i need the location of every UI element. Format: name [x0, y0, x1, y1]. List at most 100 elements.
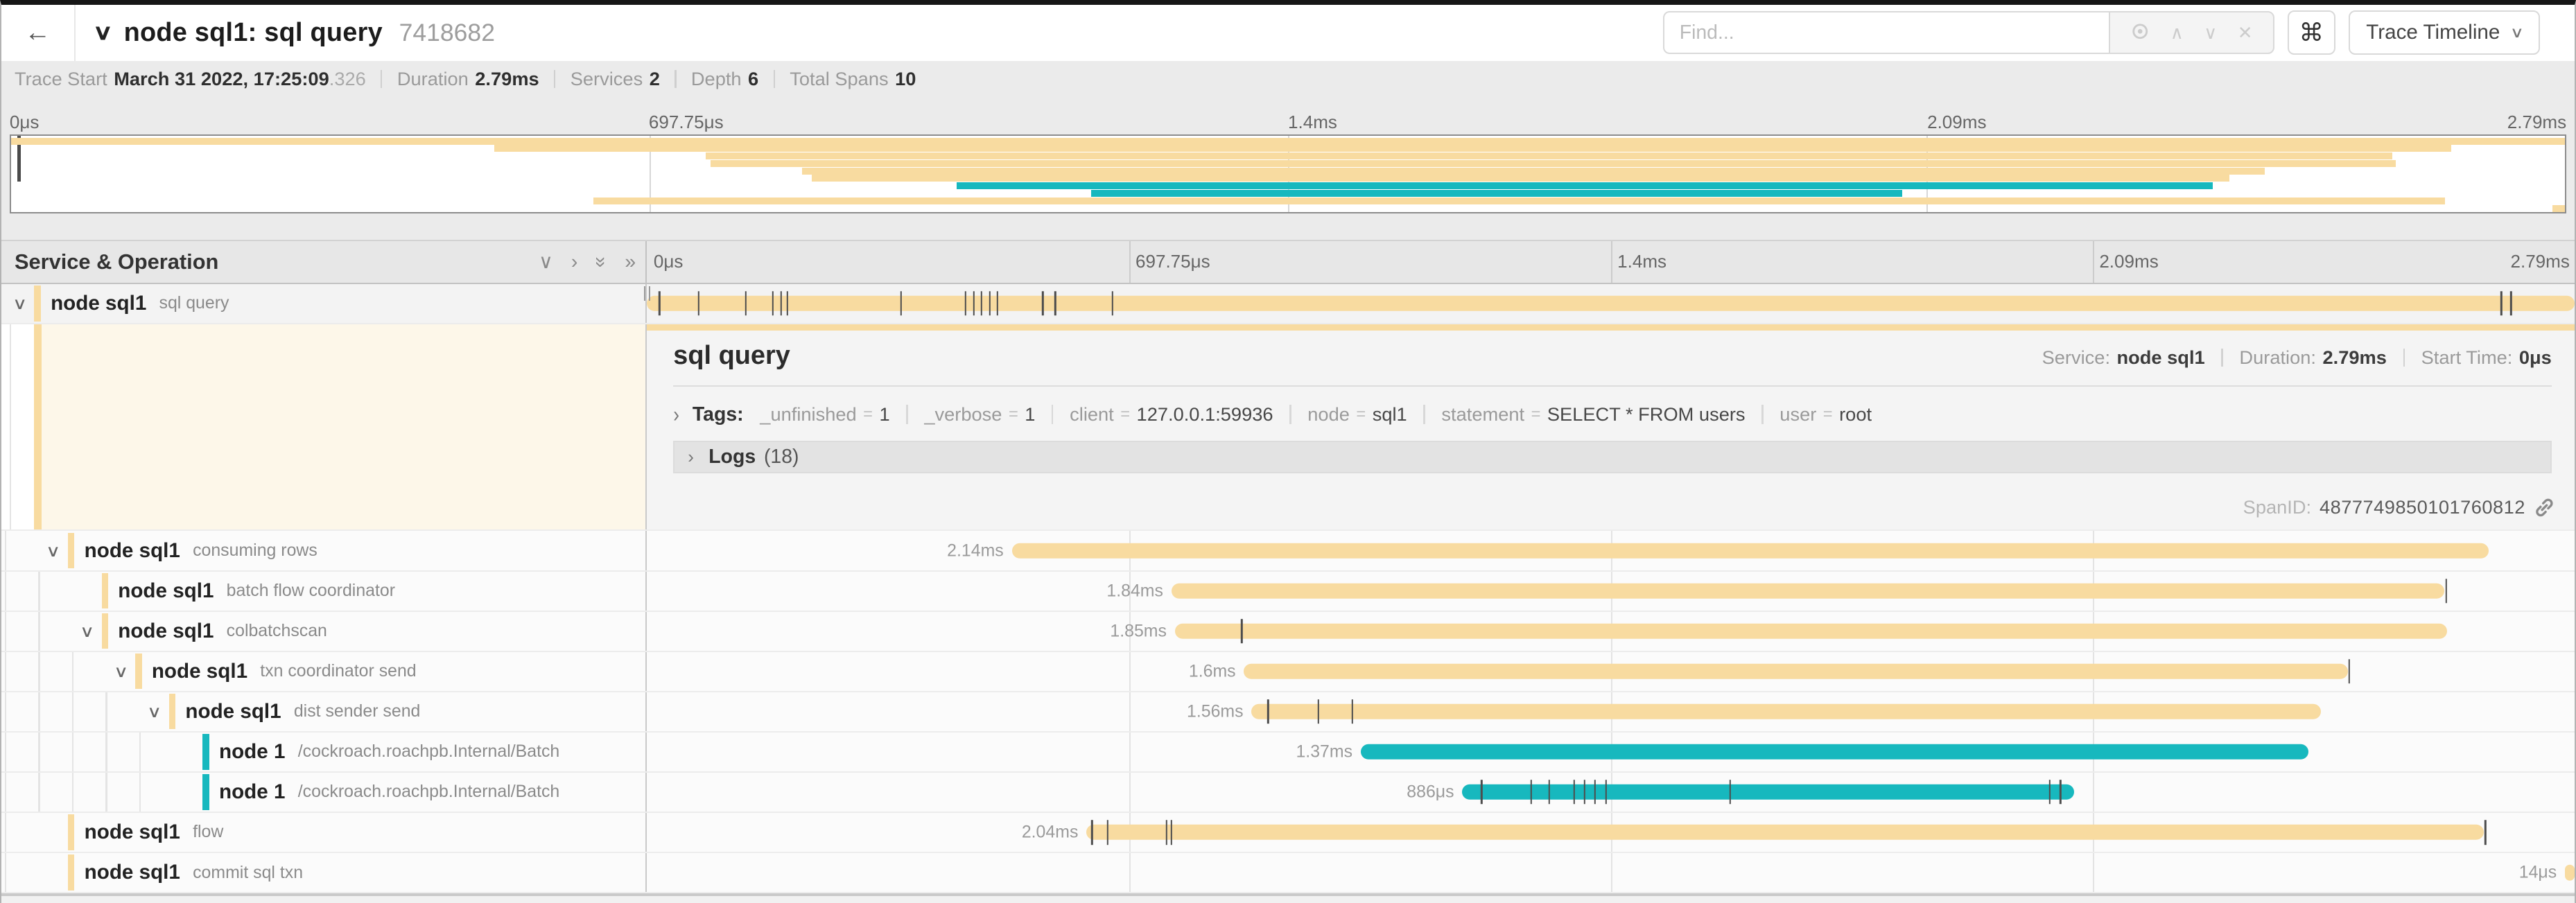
span-bar[interactable] [1244, 663, 2349, 679]
prev-result-chevron-up-icon[interactable]: ∧ [2170, 22, 2184, 44]
find-input[interactable] [1663, 11, 2109, 55]
start-time-label: Start Time: [2421, 346, 2513, 368]
view-dropdown-label: Trace Timeline [2366, 21, 2500, 44]
trace-id: 7418682 [399, 18, 495, 46]
minimap-span-bar [801, 167, 2265, 175]
log-tick [2510, 291, 2512, 316]
log-tick [980, 291, 982, 316]
span-tree-cell[interactable]: ∨ node sql1 colbatchscan [1, 611, 647, 651]
chevron-right-icon: › [688, 446, 694, 468]
span-bar[interactable] [1360, 744, 2309, 760]
span-bar[interactable] [2565, 864, 2575, 881]
clear-find-close-icon[interactable]: ✕ [2237, 22, 2253, 44]
span-row[interactable]: node 1 /cockroach.roachpb.Internal/Batch… [1, 772, 2575, 813]
span-id-value: 4877749850101760812 [2319, 496, 2525, 518]
chevron-down-icon[interactable]: ∨ [113, 663, 129, 681]
span-tree-cell[interactable]: node 1 /cockroach.roachpb.Internal/Batch [1, 732, 647, 771]
collapse-header-chevron-down-icon[interactable]: ∨ [92, 20, 114, 45]
span-tree-cell[interactable]: node sql1 flow [1, 812, 647, 852]
span-lane[interactable]: 1.56ms [647, 692, 2575, 731]
operation-name: txn coordinator send [260, 661, 417, 681]
span-row[interactable]: ∨ node sql1 sql query [1, 283, 2575, 324]
expand-one-chevron-right-icon[interactable]: › [571, 250, 578, 273]
log-tick [1042, 291, 1044, 316]
span-row[interactable]: ∨ node sql1 dist sender send 1.56ms [1, 692, 2575, 733]
operation-name: /cockroach.roachpb.Internal/Batch [297, 742, 560, 762]
link-icon[interactable] [2534, 497, 2555, 518]
tag-key: node [1307, 403, 1350, 426]
service-name: node 1 [219, 780, 286, 803]
service-name: node sql1 [84, 820, 180, 843]
tag-item: _verbose = 1 [924, 403, 1035, 426]
span-tree-cell[interactable]: ∨ node sql1 consuming rows [1, 531, 647, 570]
span-lane[interactable]: 1.37ms [647, 733, 2575, 771]
tags-row[interactable]: › Tags: _unfinished = 1 _verbose = 1 client = 12… [673, 403, 2552, 426]
indent-guide [71, 772, 74, 812]
keyboard-shortcuts-button[interactable]: ⌘ [2287, 10, 2335, 55]
collapse-all-chevron-down-icon[interactable]: ∨ [539, 250, 553, 273]
logs-row[interactable]: › Logs (18) [673, 440, 2552, 474]
span-tree-cell[interactable]: ∨ node sql1 dist sender send [1, 692, 647, 731]
back-button[interactable]: ← [1, 5, 76, 61]
chevron-down-icon[interactable]: ∨ [12, 295, 28, 314]
column-resize-grip[interactable] [644, 286, 651, 301]
span-row[interactable]: node sql1 batch flow coordinator 1.84ms [1, 571, 2575, 612]
span-bar[interactable] [1174, 623, 2447, 639]
span-lane[interactable]: 14μs [647, 853, 2575, 892]
detail-title-bar: sql query Service: node sql1 Duration: 2… [673, 341, 2552, 371]
span-row[interactable]: node 1 /cockroach.roachpb.Internal/Batch… [1, 732, 2575, 773]
indent-guide [71, 732, 74, 771]
span-bar[interactable] [1462, 784, 2075, 800]
log-tick [697, 291, 700, 316]
span-tree-cell[interactable]: ∨ node sql1 txn coordinator send [1, 651, 647, 691]
span-color-bar [34, 286, 41, 322]
indent-guide [4, 812, 7, 852]
span-bar[interactable] [1086, 824, 2484, 841]
span-tree-cell[interactable]: ∨ node sql1 sql query [1, 283, 647, 323]
chevron-down-icon[interactable]: ∨ [146, 703, 162, 721]
span-lane[interactable]: 2.14ms [647, 531, 2575, 570]
span-duration-label: 2.04ms [1021, 822, 1079, 842]
divider [773, 69, 775, 88]
span-lane[interactable]: 2.04ms [647, 813, 2575, 852]
span-lane[interactable]: 1.85ms [647, 612, 2575, 651]
log-tick [1106, 820, 1109, 845]
minimap-span-bar [10, 137, 2566, 145]
expand-all-double-chevron-right-icon[interactable]: » [625, 250, 636, 273]
span-bar[interactable] [1171, 583, 2444, 599]
span-lane[interactable]: 886μs [647, 773, 2575, 812]
span-lane[interactable] [647, 283, 2575, 323]
span-bar[interactable] [647, 295, 2575, 312]
detail-span-title: sql query [673, 340, 790, 370]
span-tree-cell[interactable]: node sql1 commit sql txn [1, 852, 647, 893]
span-tree-cell[interactable]: node sql1 batch flow coordinator [1, 571, 647, 611]
axis-tick: 2.79ms [2510, 251, 2570, 272]
span-lane[interactable]: 1.84ms [647, 572, 2575, 611]
viewport-scrubber-handle[interactable] [17, 136, 21, 182]
divider [675, 69, 677, 88]
span-row[interactable]: ∨ node sql1 consuming rows 2.14ms [1, 531, 2575, 572]
locate-icon[interactable] [2130, 21, 2150, 44]
view-dropdown[interactable]: Trace Timeline ∨ [2348, 10, 2541, 55]
span-row[interactable]: ∨ node sql1 txn coordinator send 1.6ms [1, 651, 2575, 692]
span-bar[interactable] [1251, 703, 2322, 720]
minimap-span-bar [706, 152, 2392, 160]
chevron-down-icon[interactable]: ∨ [79, 622, 95, 641]
span-bar[interactable] [1011, 543, 2489, 559]
span-row[interactable]: ∨ node sql1 colbatchscan 1.85ms [1, 611, 2575, 652]
span-row[interactable]: node sql1 flow 2.04ms [1, 812, 2575, 853]
indent-guide [105, 732, 107, 771]
divider [1289, 404, 1291, 425]
collapse-deep-double-chevron-down-icon[interactable]: » [590, 256, 613, 268]
span-tree-cell[interactable]: node 1 /cockroach.roachpb.Internal/Batch [1, 772, 647, 812]
find-tools: ∧ ∨ ✕ [2108, 11, 2274, 55]
span-row[interactable]: node sql1 commit sql txn 14μs [1, 852, 2575, 894]
trace-minimap[interactable] [9, 134, 2567, 213]
tag-key: user [1779, 403, 1817, 426]
chevron-down-icon[interactable]: ∨ [46, 542, 61, 561]
span-lane[interactable]: 1.6ms [647, 652, 2575, 691]
span-duration-label: 14μs [2518, 862, 2557, 882]
trace-overview: 0μs 697.75μs 1.4ms 2.09ms 2.79ms [1, 96, 2575, 240]
top-bar-actions: ∧ ∨ ✕ ⌘ Trace Timeline ∨ [1663, 10, 2575, 55]
next-result-chevron-down-icon[interactable]: ∨ [2204, 22, 2218, 44]
